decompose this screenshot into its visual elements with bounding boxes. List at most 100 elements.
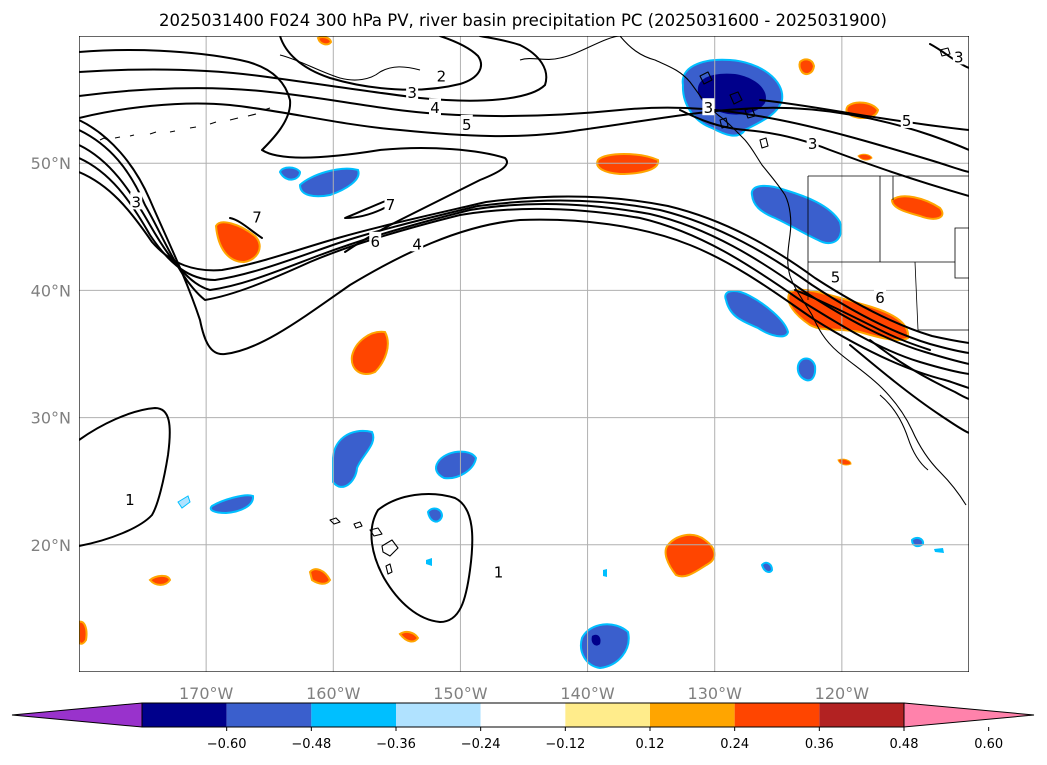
colorbar-tick-label: 0.60 bbox=[974, 737, 1003, 752]
hawaii-islands bbox=[329, 517, 399, 575]
precip-anomaly-positive bbox=[308, 568, 332, 585]
colorbar-tick-label: −0.12 bbox=[545, 737, 585, 752]
graticule bbox=[79, 36, 969, 672]
precip-anomaly-positive bbox=[148, 574, 172, 586]
colorbar-tick-label: 0.12 bbox=[636, 737, 665, 752]
pv-contour-label: 5 bbox=[902, 112, 912, 130]
precip-anomaly-negative bbox=[177, 495, 191, 509]
pv-contour-label: 7 bbox=[252, 209, 262, 227]
precip-anomaly-negative bbox=[426, 507, 444, 523]
precip-anomaly-positive bbox=[350, 330, 389, 375]
lon-tick-label: 150°W bbox=[433, 684, 488, 703]
pv-label-background bbox=[411, 234, 424, 252]
colorbar-segment bbox=[396, 703, 481, 727]
aleutian-islands bbox=[99, 107, 271, 141]
precip-anomaly-positive bbox=[798, 58, 816, 75]
pv-label-background bbox=[123, 490, 136, 508]
precip-anomaly-positive bbox=[837, 458, 852, 466]
precip-anomaly-negative bbox=[796, 357, 817, 382]
precip-anomaly-positive bbox=[214, 221, 261, 264]
lon-tick-label: 120°W bbox=[815, 684, 870, 703]
north-america-coastline bbox=[619, 36, 967, 506]
pv-contour-label: 6 bbox=[370, 233, 380, 251]
precip-anomaly-negative bbox=[331, 429, 375, 488]
pv-contours bbox=[79, 36, 969, 623]
precip-anomaly-positive bbox=[316, 36, 333, 46]
pv-contour-3-east bbox=[679, 109, 969, 197]
precip-anomaly-negative bbox=[934, 548, 944, 553]
pv-contour-5-east bbox=[759, 99, 969, 131]
colorbar-extend-low bbox=[11, 702, 143, 728]
colorbar-segment bbox=[226, 703, 312, 727]
colorbar-segment bbox=[650, 703, 735, 727]
pv-contour-5 bbox=[79, 144, 969, 365]
pv-contour-4 bbox=[79, 129, 969, 375]
pv-label-background bbox=[952, 47, 965, 65]
chart-title: 2025031400 F024 300 hPa PV, river basin … bbox=[159, 11, 887, 30]
pv-contour-3-trough bbox=[79, 49, 508, 253]
pv-label-background bbox=[429, 98, 441, 116]
pv-label-background bbox=[384, 194, 397, 212]
precip-anomaly-negative bbox=[724, 290, 790, 338]
pv-contour-label: 1 bbox=[494, 564, 504, 582]
latitude-tick-labels: 50°N 40°N 30°N 20°N bbox=[31, 154, 71, 555]
pv-contour-7-tip bbox=[229, 217, 263, 239]
pv-label-background bbox=[369, 231, 382, 249]
pv-contour-label: 3 bbox=[954, 48, 964, 66]
pv-contour-label: 4 bbox=[430, 99, 440, 117]
precip-anomaly-positive bbox=[398, 630, 420, 643]
pv-contour-label: 3 bbox=[704, 99, 714, 117]
pv-label-background bbox=[806, 133, 819, 151]
pv-contour-label: 1 bbox=[125, 491, 135, 509]
pv-contour-1-west bbox=[79, 407, 171, 547]
colorbar-tick-label: 0.36 bbox=[805, 737, 834, 752]
lat-tick-label: 40°N bbox=[31, 281, 71, 300]
pv-contour-label: 7 bbox=[386, 196, 396, 214]
pv-contour-label: 5 bbox=[462, 116, 472, 134]
lon-tick-label: 140°W bbox=[560, 684, 615, 703]
lat-tick-label: 20°N bbox=[31, 536, 71, 555]
pv-contour-southeast-1 bbox=[849, 344, 969, 434]
pv-contour-3-far-east bbox=[929, 43, 969, 69]
colorbar: −0.60 −0.48 −0.36 −0.24 −0.12 0.12 0.24 0.36 0.4… bbox=[11, 702, 1035, 752]
lat-tick-label: 30°N bbox=[31, 409, 71, 428]
pv-label-background bbox=[251, 207, 263, 225]
lon-tick-label: 160°W bbox=[306, 684, 361, 703]
pv-contour-label: 2 bbox=[437, 67, 447, 85]
precip-anomaly-positive bbox=[79, 620, 88, 645]
precip-anomaly-negative bbox=[435, 450, 478, 480]
colorbar-frame bbox=[141, 702, 905, 728]
colorbar-segment bbox=[565, 703, 650, 727]
pv-contour-label: 3 bbox=[808, 135, 818, 153]
longitude-tick-labels: 170°W 160°W 150°W 140°W 130°W 120°W bbox=[179, 684, 869, 703]
precip-anomaly-positive bbox=[890, 195, 944, 220]
colorbar-tick-label: 0.48 bbox=[890, 737, 919, 752]
colorbar-tick-label: 0.24 bbox=[720, 737, 749, 752]
colorbar-segment bbox=[142, 703, 227, 727]
lon-tick-label: 130°W bbox=[688, 684, 743, 703]
pv-contour-4-sw bbox=[794, 289, 931, 351]
precip-anomaly-negative bbox=[910, 536, 925, 548]
pv-contour-southeast-2 bbox=[869, 339, 969, 400]
precip-anomaly-negative bbox=[278, 166, 302, 181]
precip-anomaly-negative bbox=[580, 623, 630, 670]
pv-contour-6 bbox=[79, 157, 969, 354]
precip-anomaly-positive bbox=[857, 153, 873, 161]
pv-contour-2-loop bbox=[279, 36, 482, 91]
precip-anomaly-negative-core bbox=[591, 634, 601, 646]
lon-tick-label: 170°W bbox=[179, 684, 234, 703]
precipitation-pc-field bbox=[79, 36, 944, 670]
pv-label-background bbox=[130, 192, 143, 210]
pv-contour-label: 3 bbox=[407, 84, 417, 102]
pv-contour-3-north bbox=[79, 36, 548, 102]
colorbar-tick-label: −0.48 bbox=[291, 737, 331, 752]
precip-anomaly-negative bbox=[209, 494, 254, 515]
lat-tick-label: 50°N bbox=[31, 154, 71, 173]
pv-contour-label: 6 bbox=[875, 289, 885, 307]
pv-contour-1-center bbox=[370, 493, 474, 623]
precip-anomaly-positive bbox=[596, 153, 660, 176]
pv-contour-4-north bbox=[79, 87, 969, 173]
colorbar-segment bbox=[480, 703, 566, 727]
colorbar-segment bbox=[734, 703, 820, 727]
